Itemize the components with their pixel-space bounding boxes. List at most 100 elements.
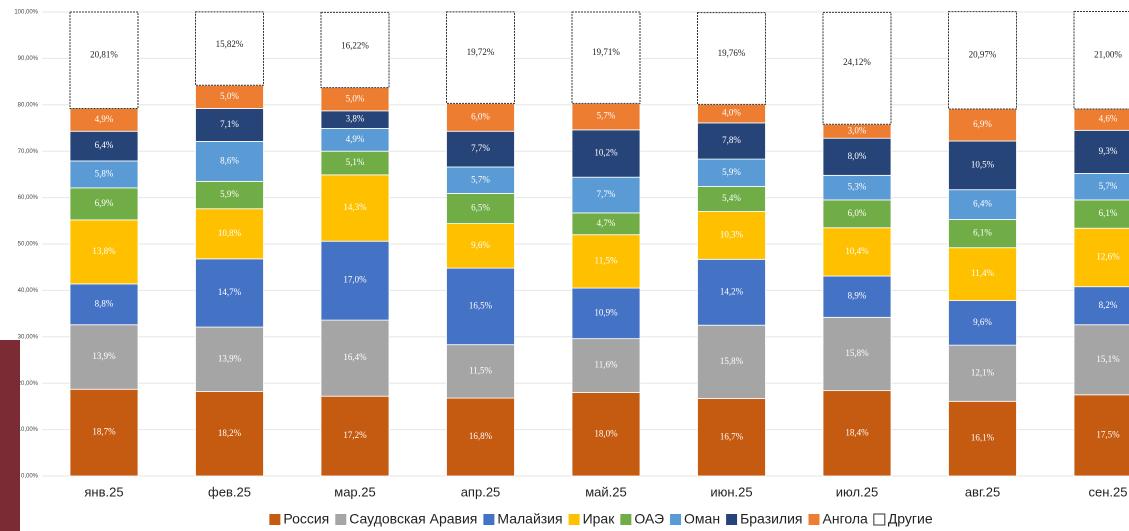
legend: Россия Саудовская Аравия Малайзия Ирак ОАЭ Ом… [269, 511, 933, 527]
data-label: 18,2% [218, 428, 242, 438]
bar-segment [446, 223, 515, 269]
data-label: 17,0% [343, 275, 367, 285]
data-label: 16,1% [971, 433, 995, 443]
data-label: 20,81% [90, 49, 118, 59]
bar-segment [822, 174, 892, 201]
data-label: 14,7% [218, 287, 242, 297]
data-label: 16,4% [343, 352, 367, 362]
data-label: 18,0% [594, 428, 618, 438]
data-label: 4,9% [95, 114, 114, 124]
legend-label: ОАЭ [634, 511, 664, 527]
bar-segment [822, 275, 892, 318]
bar-segment [446, 267, 515, 346]
bar-segment [446, 11, 515, 104]
legend-swatch [483, 514, 495, 525]
bar-segment [1073, 324, 1129, 396]
data-label: 9,6% [973, 317, 992, 327]
bar-segment [697, 158, 766, 187]
data-label: 9,6% [471, 240, 490, 250]
data-label: 8,0% [848, 151, 867, 161]
side-decoration [0, 340, 20, 531]
data-label: 3,8% [346, 114, 365, 124]
data-label: 9,3% [1099, 146, 1118, 156]
legend-swatch [335, 514, 347, 525]
bar-segment [948, 219, 1017, 249]
data-label: 8,9% [848, 291, 867, 301]
data-label: 18,7% [92, 427, 116, 437]
data-label: 10,8% [218, 228, 242, 238]
y-tick-label: 10,00% [18, 427, 39, 433]
data-label: 5,0% [346, 93, 365, 103]
data-label: 17,5% [1096, 429, 1120, 439]
data-label: 10,2% [594, 148, 618, 158]
y-tick-label: 30,00% [18, 334, 39, 340]
data-label: 5,0% [220, 91, 239, 101]
legend-label: Другие [888, 511, 933, 527]
bar-segment [69, 160, 139, 189]
data-label: 6,0% [471, 111, 490, 121]
data-label: 16,7% [720, 431, 744, 441]
bar-segment [948, 189, 1017, 220]
bar-segment [1073, 227, 1129, 288]
bar-segment [1073, 394, 1129, 477]
data-label: 19,72% [467, 47, 495, 57]
x-tick-label: сен.25 [1089, 484, 1128, 499]
bar-segment [69, 11, 139, 110]
bar-segment [320, 11, 390, 89]
x-tick-label: май.25 [585, 484, 627, 499]
data-label: 16,5% [469, 300, 493, 310]
bar-segment [446, 397, 515, 477]
bar-segment [571, 129, 641, 178]
bar-segment [320, 319, 390, 397]
data-label: 18,4% [845, 427, 869, 437]
x-tick-label: июн.25 [710, 484, 752, 499]
data-label: 15,8% [720, 356, 744, 366]
data-label: 14,2% [720, 286, 744, 296]
data-label: 11,4% [971, 268, 994, 278]
legend-label: Ангола [823, 511, 869, 527]
bar-segment [697, 258, 766, 326]
bar-segment [195, 11, 264, 86]
y-tick-label: 0,00% [21, 474, 39, 480]
legend-swatch [620, 514, 632, 525]
bar-segment [948, 108, 1017, 142]
bar-segment [948, 400, 1017, 477]
data-label: 6,9% [95, 198, 114, 208]
data-label: 6,1% [1099, 208, 1118, 218]
data-label: 5,3% [848, 182, 867, 192]
bar-segment [195, 258, 264, 328]
data-label: 16,22% [341, 40, 369, 50]
data-label: 17,2% [343, 430, 367, 440]
legend-swatch [568, 514, 580, 525]
bar-segment [69, 283, 139, 326]
data-label: 4,7% [597, 218, 616, 228]
legend-swatch [269, 514, 281, 525]
bar-segment [320, 240, 390, 321]
bar-segment [571, 234, 641, 289]
data-label: 8,2% [1099, 300, 1118, 310]
data-label: 21,00% [1094, 49, 1122, 59]
data-label: 12,6% [1096, 252, 1120, 262]
bar-segment [571, 287, 641, 340]
bar-segment [697, 211, 766, 260]
legend-label: Россия [283, 511, 329, 527]
data-label: 11,6% [595, 360, 618, 370]
data-label: 24,12% [843, 57, 871, 67]
x-tick-label: фев.25 [208, 484, 251, 499]
data-label: 13,8% [92, 246, 116, 256]
bar-segment [195, 108, 264, 142]
bar-segment [822, 11, 892, 125]
legend-label: Оман [684, 511, 720, 527]
y-tick-label: 100,00% [14, 10, 38, 16]
bar-segment [822, 316, 892, 392]
legend-label: Саудовская Аравия [349, 511, 477, 527]
data-label: 5,7% [471, 174, 490, 184]
data-label: 15,82% [216, 39, 244, 49]
bar-segment [195, 141, 264, 182]
data-label: 11,5% [595, 255, 618, 265]
bar-segment [195, 326, 264, 392]
bar-segment [697, 324, 766, 399]
x-tick-label: июл.25 [836, 484, 878, 499]
data-label: 4,0% [722, 108, 741, 118]
